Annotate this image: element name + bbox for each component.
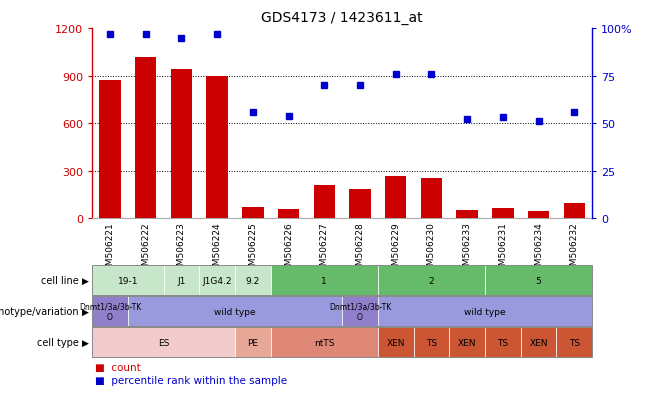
Text: ▶: ▶ (82, 276, 89, 285)
Text: XEN: XEN (530, 338, 548, 347)
Text: 2: 2 (428, 276, 434, 285)
Text: ntTS: ntTS (314, 338, 334, 347)
Bar (420, 178, 442, 219)
Text: XEN: XEN (458, 338, 476, 347)
Text: ■  count: ■ count (95, 363, 141, 373)
Text: PE: PE (247, 338, 259, 347)
Bar (457, 210, 478, 219)
Text: ■  percentile rank within the sample: ■ percentile rank within the sample (95, 375, 288, 385)
Text: 19-1: 19-1 (118, 276, 138, 285)
Text: 1: 1 (321, 276, 327, 285)
Text: Dnmt1/3a/3b-TK
O: Dnmt1/3a/3b-TK O (329, 302, 391, 321)
Text: 5: 5 (536, 276, 542, 285)
Text: cell type: cell type (37, 337, 79, 347)
Bar (492, 209, 514, 219)
Text: 9.2: 9.2 (245, 276, 260, 285)
Bar (99, 81, 120, 219)
Bar (242, 208, 264, 219)
Text: XEN: XEN (386, 338, 405, 347)
Bar (278, 209, 299, 219)
Bar (170, 70, 192, 219)
Text: wild type: wild type (465, 307, 506, 316)
Bar (564, 203, 585, 219)
Text: ▶: ▶ (82, 338, 89, 347)
Text: cell line: cell line (41, 275, 79, 285)
Text: TS: TS (497, 338, 509, 347)
Text: Dnmt1/3a/3b-TK
O: Dnmt1/3a/3b-TK O (79, 302, 141, 321)
Bar (528, 212, 549, 219)
Text: wild type: wild type (215, 307, 256, 316)
Text: J1G4.2: J1G4.2 (203, 276, 232, 285)
Text: TS: TS (569, 338, 580, 347)
Bar (135, 57, 157, 219)
Text: ▶: ▶ (82, 307, 89, 316)
Bar (314, 186, 335, 219)
Text: ES: ES (158, 338, 169, 347)
Bar (385, 176, 407, 219)
Text: TS: TS (426, 338, 437, 347)
Bar (349, 190, 370, 219)
Bar (207, 76, 228, 219)
Text: J1: J1 (177, 276, 186, 285)
Title: GDS4173 / 1423611_at: GDS4173 / 1423611_at (261, 11, 423, 25)
Text: genotype/variation: genotype/variation (0, 306, 79, 316)
